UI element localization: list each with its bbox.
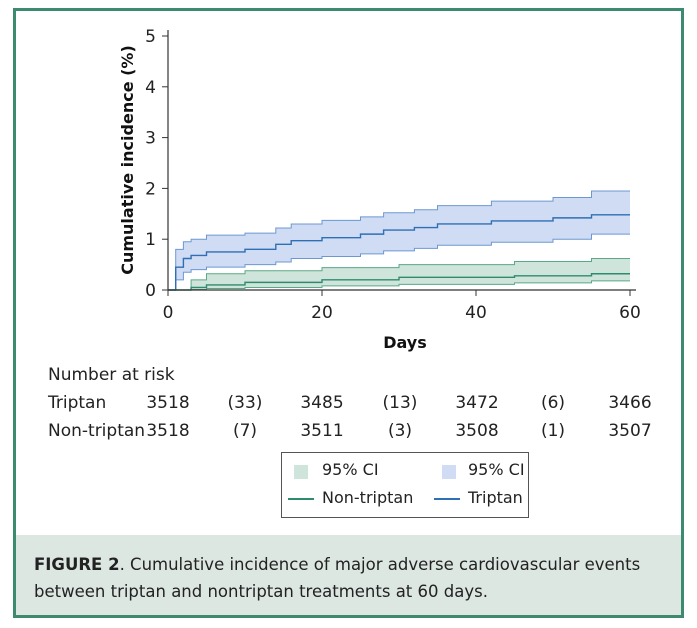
risk-cell: 3508 bbox=[455, 421, 499, 441]
risk-cell: (33) bbox=[227, 393, 263, 413]
risk-cell: 3466 bbox=[608, 393, 652, 413]
x-axis-title: Days bbox=[383, 333, 427, 352]
x-tick-label-40: 40 bbox=[465, 303, 487, 323]
ci-upper-triptan bbox=[168, 190, 630, 291]
ci-upper-non-triptan bbox=[168, 258, 630, 291]
y-tick-label-2: 2 bbox=[145, 179, 156, 199]
caption-text: . Cumulative incidence of major adverse … bbox=[34, 555, 641, 601]
legend-swatch-ci-triptan bbox=[442, 465, 456, 479]
legend-line-non-triptan bbox=[288, 498, 314, 500]
y-tick-label-1: 1 bbox=[145, 230, 156, 250]
legend: 95% CI 95% CI Non-triptan Triptan bbox=[281, 452, 529, 518]
x-tick-label-60: 60 bbox=[619, 303, 641, 323]
risk-cell: (1) bbox=[540, 421, 566, 441]
risk-cell: 3485 bbox=[300, 393, 344, 413]
x-tick-label-0: 0 bbox=[163, 303, 174, 323]
series-line-triptan bbox=[168, 214, 630, 291]
risk-cell: 3511 bbox=[300, 421, 344, 441]
risk-cell: 3507 bbox=[608, 421, 652, 441]
y-tick-label-0: 0 bbox=[145, 281, 156, 301]
risk-cell: (7) bbox=[232, 421, 258, 441]
risk-table-title: Number at risk bbox=[48, 365, 175, 385]
series-line-non-triptan bbox=[168, 273, 630, 291]
series-lines bbox=[168, 214, 630, 291]
risk-row-label: Triptan bbox=[48, 393, 107, 413]
legend-label-non-triptan: Non-triptan bbox=[322, 488, 414, 507]
legend-line-triptan bbox=[434, 498, 460, 500]
risk-row-label: Non-triptan bbox=[48, 421, 146, 441]
risk-cell: (13) bbox=[382, 393, 418, 413]
y-tick-label-4: 4 bbox=[145, 78, 156, 98]
risk-cell: 3472 bbox=[455, 393, 499, 413]
legend-swatch-ci-non-triptan bbox=[294, 465, 308, 479]
y-axis-title: Cumulative incidence (%) bbox=[118, 45, 137, 275]
risk-cell: (6) bbox=[540, 393, 566, 413]
caption-figure-label: FIGURE 2 bbox=[34, 555, 120, 574]
risk-cell: 3518 bbox=[146, 393, 190, 413]
axes: 0 1 2 3 4 5 0 20 40 60 bbox=[145, 27, 641, 323]
figure-caption: FIGURE 2. Cumulative incidence of major … bbox=[16, 535, 681, 615]
legend-label-ci-non-triptan: 95% CI bbox=[322, 460, 379, 479]
legend-label-triptan: Triptan bbox=[468, 488, 523, 507]
risk-cell: 3518 bbox=[146, 421, 190, 441]
ci-lower-triptan bbox=[168, 233, 630, 291]
ci-band-triptan bbox=[168, 190, 630, 290]
chart: 0 1 2 3 4 5 0 20 40 60 Days Cumulative incidence … bbox=[118, 27, 641, 352]
risk-cell: (3) bbox=[387, 421, 413, 441]
x-tick-label-20: 20 bbox=[311, 303, 333, 323]
legend-label-ci-triptan: 95% CI bbox=[468, 460, 525, 479]
y-tick-label-5: 5 bbox=[145, 27, 156, 47]
y-tick-label-3: 3 bbox=[145, 129, 156, 149]
